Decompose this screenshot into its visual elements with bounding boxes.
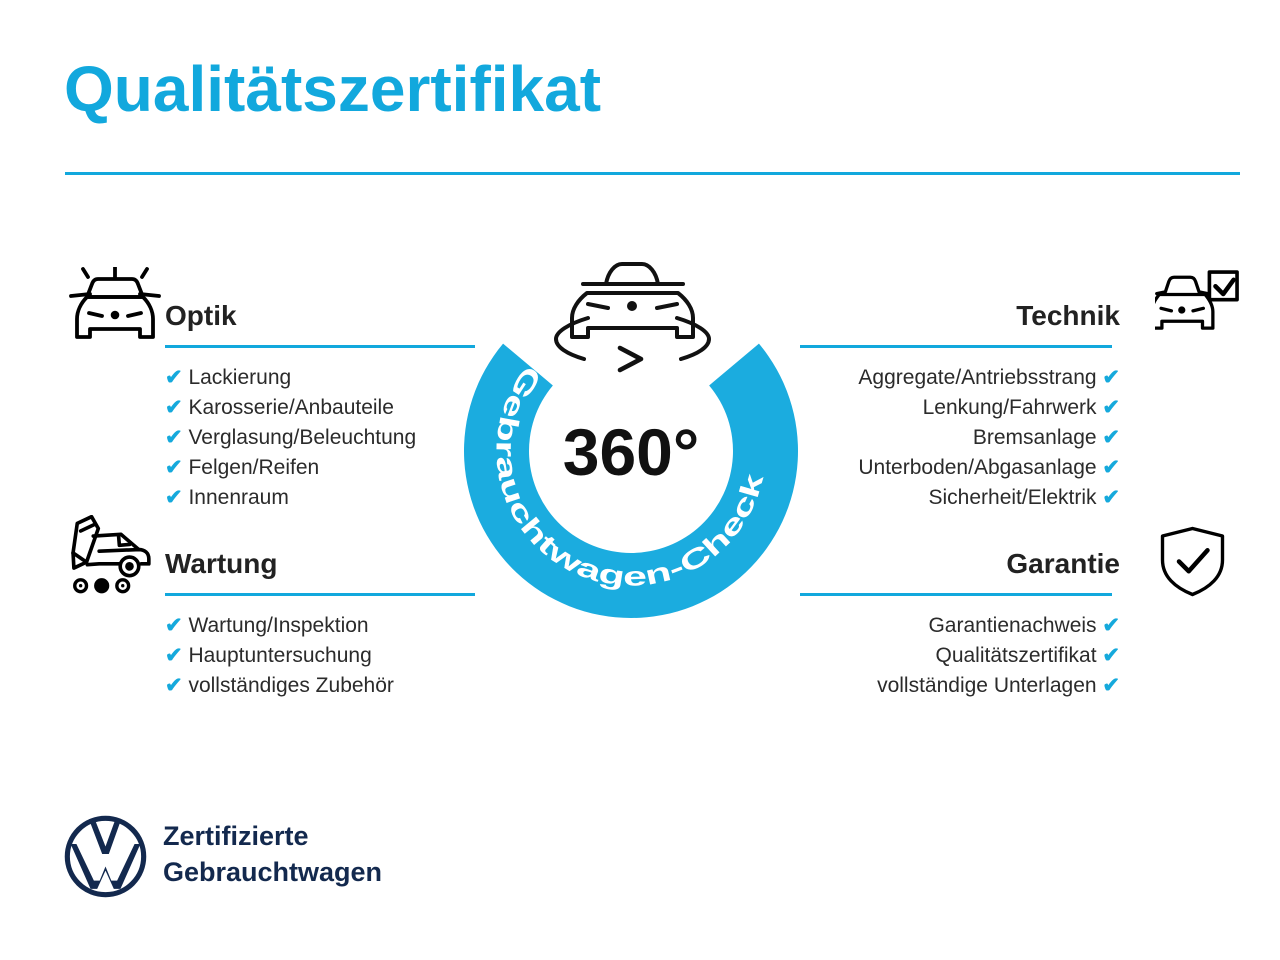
svg-text:360°: 360° xyxy=(563,415,700,489)
